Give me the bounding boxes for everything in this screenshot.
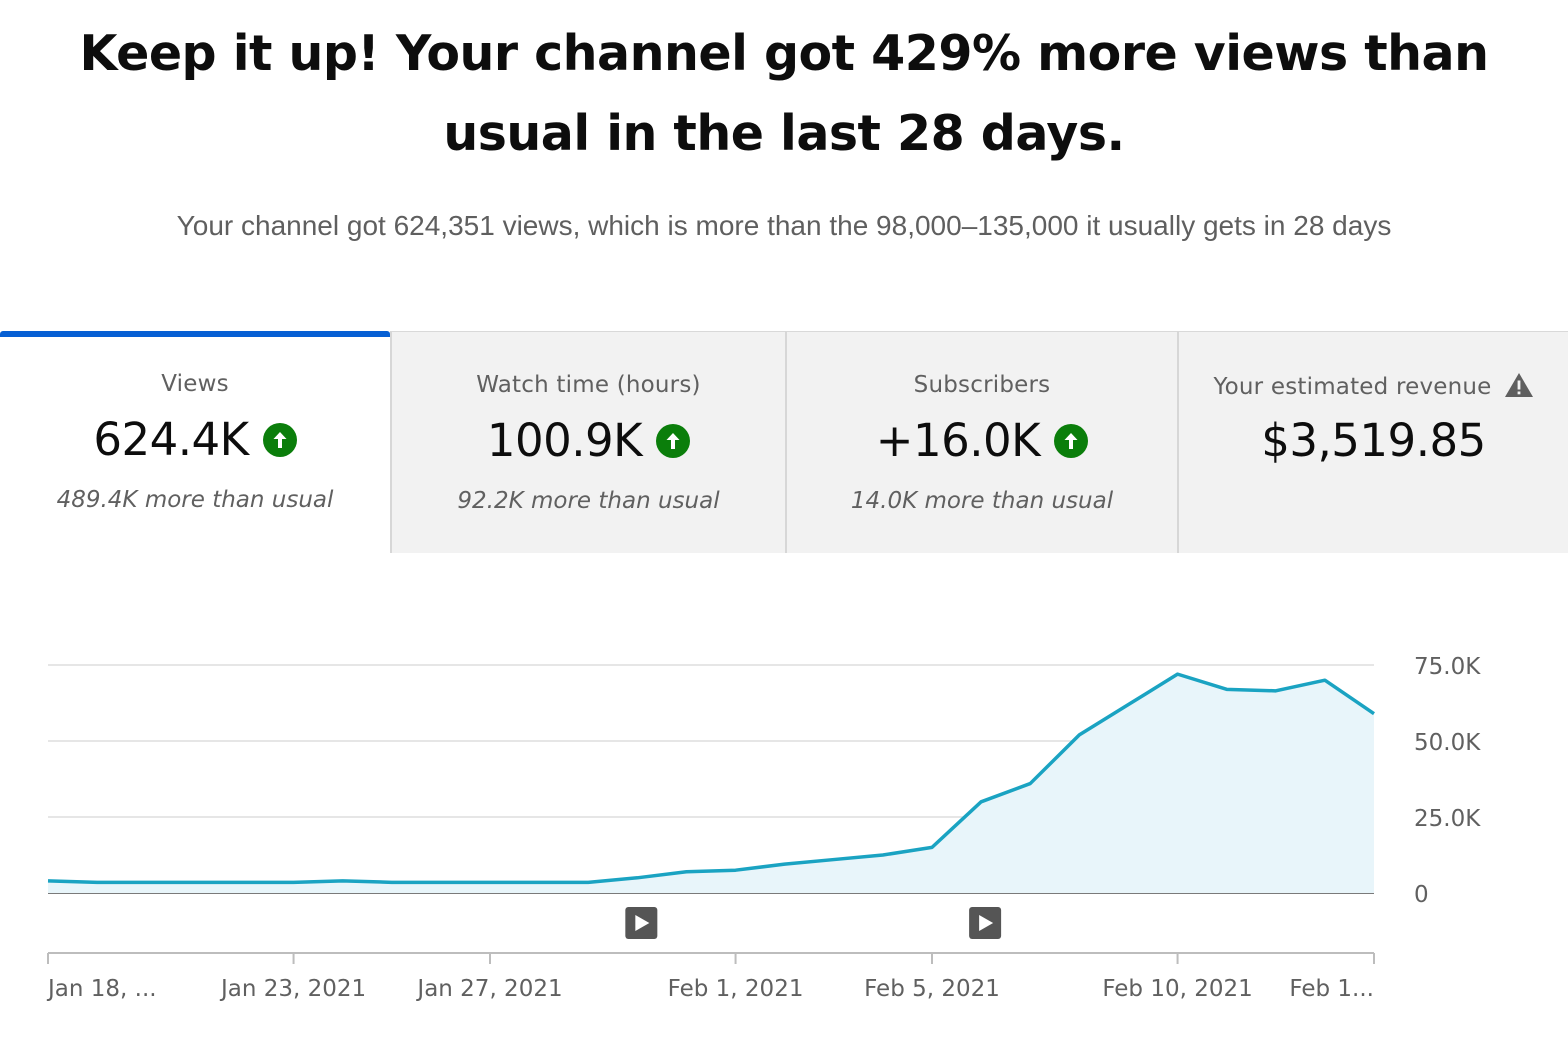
- tab-value: $3,519.85: [1261, 414, 1486, 467]
- tab-delta: 489.4K more than usual: [56, 487, 334, 513]
- tab-value: 624.4K: [93, 413, 249, 466]
- x-tick-label: Jan 27, 2021: [415, 976, 562, 1002]
- tab-value: 100.9K: [486, 414, 643, 467]
- tab-delta: 92.2K more than usual: [457, 488, 720, 514]
- views-chart: 0 25.0K 50.0K 75.0K Jan 18, ... Jan 23, 2021 J…: [0, 600, 1568, 1020]
- y-tick-label: 75.0K: [1414, 654, 1481, 680]
- area-fill: [48, 674, 1374, 893]
- arrow-up-circle-icon: [262, 422, 297, 457]
- series-line: [47, 672, 1375, 885]
- x-tick-label: Jan 23, 2021: [219, 976, 366, 1002]
- tab-label: Views: [161, 371, 229, 397]
- tab-estimated-revenue[interactable]: Your estimated revenue $3,519.85: [1177, 331, 1568, 553]
- x-tick-label: Feb 10, 2021: [1102, 976, 1252, 1002]
- y-tick-label: 50.0K: [1414, 730, 1481, 756]
- tab-label-row: Your estimated revenue: [1179, 372, 1568, 404]
- tab-subscribers[interactable]: Subscribers +16.0K 14.0K more than usual: [785, 331, 1177, 553]
- tab-watch-time[interactable]: Watch time (hours) 100.9K 92.2K more tha…: [390, 331, 785, 553]
- tab-label: Your estimated revenue: [1213, 374, 1492, 400]
- y-tick-label: 25.0K: [1414, 806, 1481, 832]
- tab-label: Watch time (hours): [476, 372, 701, 398]
- x-tick-label: Feb 1...: [1289, 976, 1374, 1002]
- arrow-up-circle-icon: [1054, 423, 1089, 458]
- video-marker-icon[interactable]: [625, 907, 658, 939]
- video-marker-icon[interactable]: [969, 907, 1002, 939]
- x-tick-label: Feb 1, 2021: [668, 976, 804, 1002]
- tab-views[interactable]: Views 624.4K 489.4K more than usual: [0, 331, 390, 553]
- arrow-up-circle-icon: [656, 423, 691, 458]
- tab-value: +16.0K: [875, 414, 1041, 467]
- y-tick-label: 0: [1414, 882, 1429, 908]
- x-tick-label: Feb 5, 2021: [864, 976, 1000, 1002]
- headline: Keep it up! Your channel got 429% more v…: [79, 25, 1489, 162]
- tab-label: Subscribers: [913, 372, 1051, 398]
- x-tick-label: Jan 18, ...: [46, 976, 157, 1002]
- tab-delta: 14.0K more than usual: [850, 488, 1114, 514]
- metric-tabs: Views 624.4K 489.4K more than usual Watc…: [0, 331, 1568, 553]
- summary-text: Your channel got 624,351 views, which is…: [176, 210, 1392, 241]
- warning-triangle-icon[interactable]: [1504, 372, 1534, 404]
- views-chart-svg: 0 25.0K 50.0K 75.0K Jan 18, ... Jan 23, 2021 J…: [46, 654, 1481, 1002]
